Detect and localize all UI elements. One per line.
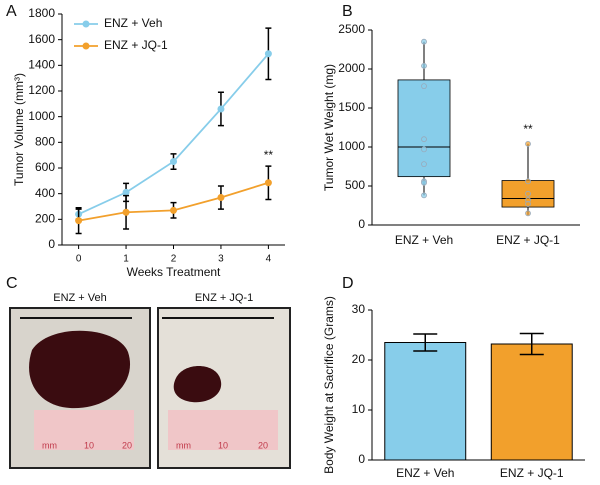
point (421, 38, 427, 45)
y-tick-label: 1400 (28, 58, 55, 72)
point (217, 194, 225, 202)
y-tick-label: 400 (35, 186, 55, 200)
y-tick-label: 1200 (28, 83, 55, 97)
photo-label: ENZ + JQ-1 (195, 292, 253, 304)
point (75, 217, 83, 225)
point (421, 179, 427, 186)
bar (384, 342, 467, 461)
point (421, 192, 427, 199)
point (264, 179, 272, 187)
panel-label: B (342, 3, 353, 20)
y-tick-label: 1800 (28, 6, 55, 20)
y-tick-label: 500 (345, 178, 365, 192)
y-tick-label: 20 (352, 352, 366, 366)
legend-marker (82, 42, 90, 50)
x-tick-label: 3 (218, 254, 224, 265)
box (397, 79, 451, 178)
ruler-label: 10 (218, 440, 228, 450)
point (122, 188, 130, 196)
point (170, 206, 177, 214)
tumor (173, 366, 222, 403)
y-tick-label: 2500 (338, 22, 365, 36)
point (122, 208, 130, 216)
annotation: ** (264, 148, 274, 162)
y-axis-label: Tumor Wet Weight (mg) (322, 64, 336, 191)
point (421, 161, 427, 168)
y-tick-label: 1000 (28, 109, 55, 123)
point (525, 178, 531, 185)
point (421, 146, 427, 153)
y-tick-label: 0 (358, 452, 365, 466)
x-tick-label: 1 (123, 254, 129, 265)
ruler-label: 10 (84, 440, 94, 450)
ruler (34, 410, 134, 450)
y-axis-label: Body Weight at Sacrifice (Grams) (322, 296, 336, 474)
x-tick-label: 2 (171, 254, 177, 265)
y-tick-label: 0 (358, 217, 365, 231)
x-axis-label: Weeks Treatment (127, 265, 221, 279)
y-axis-label: Tumor Volume (mm³) (12, 73, 26, 186)
point (525, 210, 531, 217)
x-tick-label: 0 (76, 254, 82, 265)
panel-label: C (6, 275, 18, 292)
y-tick-label: 2000 (338, 61, 365, 75)
panel-label: A (6, 3, 17, 20)
y-tick-label: 800 (35, 135, 55, 149)
legend-marker (82, 20, 90, 28)
x-tick-label: ENZ + JQ-1 (500, 466, 564, 480)
point (525, 190, 531, 197)
bar (490, 343, 573, 461)
ruler (168, 410, 278, 450)
panel-label: D (342, 275, 354, 292)
x-tick-label: ENZ + JQ-1 (496, 233, 560, 247)
line (78, 53, 270, 216)
error-bar (413, 333, 438, 352)
error-bar (519, 332, 544, 356)
x-tick-label: 4 (266, 254, 272, 265)
x-tick-label: ENZ + Veh (395, 233, 453, 247)
y-tick-label: 0 (48, 237, 55, 251)
point (421, 136, 427, 143)
x-tick-label: ENZ + Veh (396, 466, 454, 480)
photo-panel: ENZ + Veh ENZ + JQ-1 mm 10 20 mm 10 20 (9, 292, 291, 469)
y-tick-label: 200 (35, 212, 55, 226)
tumor (29, 330, 131, 409)
point (421, 62, 427, 69)
point (170, 158, 177, 166)
point (217, 105, 225, 113)
point (421, 83, 427, 90)
ruler-label: mm (176, 440, 191, 450)
legend-label: ENZ + Veh (104, 16, 162, 30)
point (264, 50, 272, 58)
legend-label: ENZ + JQ-1 (104, 38, 168, 52)
point (525, 140, 531, 147)
point (525, 201, 531, 207)
ruler-label: mm (42, 440, 57, 450)
photo-label: ENZ + Veh (53, 292, 107, 304)
y-tick-label: 10 (352, 402, 366, 416)
ruler-label: 20 (122, 440, 132, 450)
ruler-label: 20 (258, 440, 268, 450)
y-tick-label: 30 (352, 302, 366, 316)
y-tick-label: 600 (35, 160, 55, 174)
y-tick-label: 1500 (338, 100, 365, 114)
y-tick-label: 1000 (338, 139, 365, 153)
annotation: ** (523, 122, 533, 136)
y-tick-label: 1600 (28, 32, 55, 46)
